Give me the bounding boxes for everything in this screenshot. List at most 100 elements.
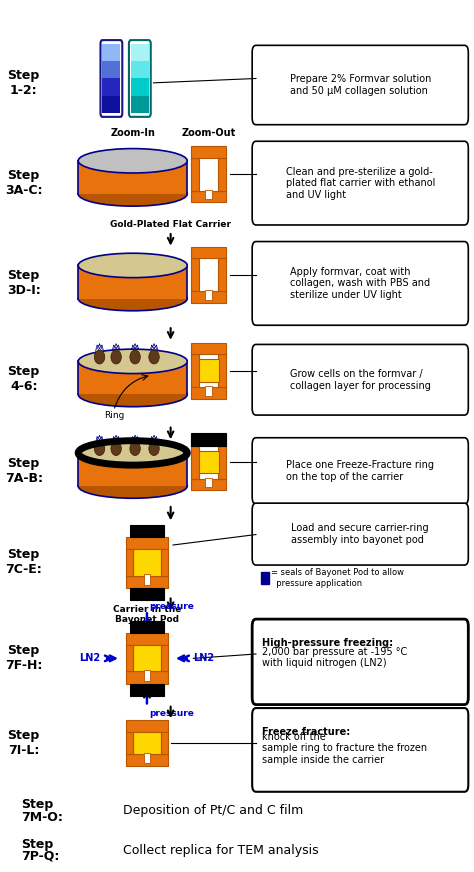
Bar [131,78,149,96]
Bar [205,190,211,200]
Text: Gold-Plated Flat Carrier: Gold-Plated Flat Carrier [110,221,231,229]
FancyBboxPatch shape [252,141,468,225]
Bar [205,386,211,396]
Text: 2,000 bar pressure at -195 °C
with liquid nitrogen (LN2): 2,000 bar pressure at -195 °C with liqui… [262,647,407,668]
Ellipse shape [78,148,187,173]
Bar [131,44,149,61]
Bar [261,572,269,584]
Bar [191,354,199,387]
Ellipse shape [78,473,187,498]
Bar [131,96,149,113]
Bar [218,258,226,291]
Bar [126,633,168,645]
Text: Grow cells on the formvar /
collagen layer for processing: Grow cells on the formvar / collagen lay… [290,369,431,391]
Bar [191,479,227,490]
Text: pressure: pressure [149,602,194,610]
Bar [126,754,168,766]
Text: Step
7I-L:: Step 7I-L: [8,729,40,757]
Ellipse shape [149,350,159,364]
FancyBboxPatch shape [252,708,468,792]
Bar [191,258,199,291]
Text: Load and secure carrier-ring
assembly into bayonet pod: Load and secure carrier-ring assembly in… [292,523,429,545]
Text: Place one Freeze-Fracture ring
on the top of the carrier: Place one Freeze-Fracture ring on the to… [286,460,434,481]
Ellipse shape [78,181,187,206]
Bar [205,290,211,300]
Text: knock off the
sample ring to fracture the frozen
sample inside the carrier: knock off the sample ring to fracture th… [262,732,427,765]
Ellipse shape [149,441,159,455]
Text: Step
7A-B:: Step 7A-B: [5,457,43,485]
Text: Prepare 2% Formvar solution
and 50 μM collagen solution: Prepare 2% Formvar solution and 50 μM co… [290,74,431,96]
Bar [191,191,227,202]
Ellipse shape [94,350,105,364]
Bar [126,645,133,671]
Bar [218,158,226,191]
Bar [161,549,168,576]
Bar [78,453,187,486]
Text: Zoom-Out: Zoom-Out [182,127,236,138]
FancyBboxPatch shape [252,619,468,705]
Text: Collect replica for TEM analysis: Collect replica for TEM analysis [123,844,319,856]
Bar [126,671,168,684]
Bar [133,645,161,671]
Bar [218,446,226,479]
Bar [144,671,150,680]
Bar [126,549,133,576]
FancyBboxPatch shape [252,344,468,415]
Text: Freeze fracture:: Freeze fracture: [262,727,350,738]
Ellipse shape [111,441,121,455]
Bar [218,354,226,387]
Bar [161,732,168,754]
Bar [191,291,227,303]
Bar [199,451,219,473]
Text: Step: Step [21,799,54,811]
Bar [133,732,161,754]
Bar [102,61,120,78]
Ellipse shape [78,440,187,465]
Bar [126,576,168,588]
Ellipse shape [78,286,187,310]
FancyBboxPatch shape [252,503,468,565]
FancyBboxPatch shape [252,45,468,125]
Text: = seals of Bayonet Pod to allow
  pressure application: = seals of Bayonet Pod to allow pressure… [271,569,404,588]
Ellipse shape [111,350,121,364]
Bar [191,343,227,354]
Bar [133,549,161,576]
Bar [131,61,149,78]
Bar [144,575,150,585]
Bar [191,158,199,191]
Bar [126,732,133,754]
Bar [191,433,227,446]
Text: Step
1-2:: Step 1-2: [8,69,40,97]
Text: LN2: LN2 [193,653,215,664]
Bar [126,720,168,732]
Text: pressure: pressure [149,709,194,718]
Ellipse shape [78,349,187,373]
Bar [78,265,187,298]
Text: LN2: LN2 [79,653,100,664]
Text: Step
4-6:: Step 4-6: [8,365,40,393]
Bar [191,146,227,158]
Bar [199,359,219,382]
Bar [191,434,227,446]
Bar [102,44,120,61]
Bar [102,78,120,96]
Bar [78,160,187,194]
Bar [130,621,164,633]
Bar [205,478,211,487]
Bar [78,361,187,394]
Bar [191,387,227,399]
Ellipse shape [130,350,140,364]
Text: High-pressure freezing:: High-pressure freezing: [262,637,393,648]
Ellipse shape [130,441,140,455]
Ellipse shape [94,441,105,455]
Bar [130,684,164,696]
Bar [144,753,150,763]
Text: Clean and pre-sterilize a gold-
plated flat carrier with ethanol
and UV light: Clean and pre-sterilize a gold- plated f… [285,167,435,200]
Text: Ring: Ring [104,412,125,420]
Text: Carrier in the
Bayonet Pod: Carrier in the Bayonet Pod [113,605,181,624]
Bar [130,588,164,600]
FancyBboxPatch shape [252,438,468,504]
Text: Step
7C-E:: Step 7C-E: [5,548,42,576]
Text: Step
3A-C:: Step 3A-C: [5,169,43,197]
Ellipse shape [78,382,187,406]
